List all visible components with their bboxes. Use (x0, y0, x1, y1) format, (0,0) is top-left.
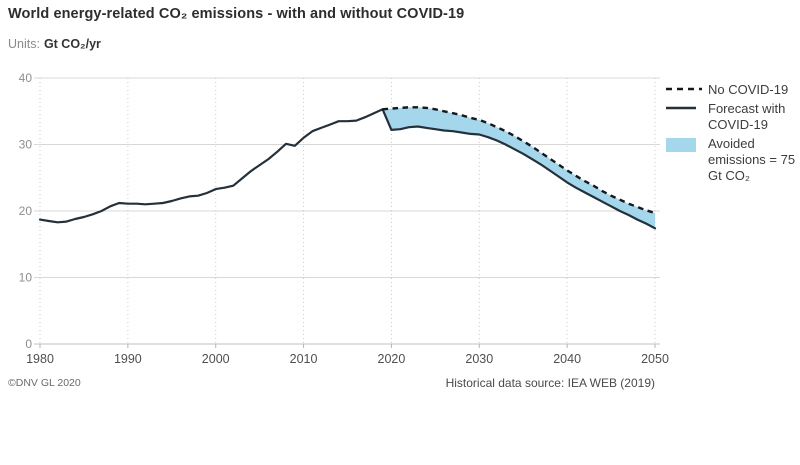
legend-label-avoided: Avoided emissions = 75 Gt CO₂ (708, 136, 796, 183)
legend-label-forecast: Forecast with COVID-19 (708, 101, 786, 132)
legend-item-avoided: Avoided emissions = 75 Gt CO₂ (666, 136, 798, 184)
avoided-emissions-area (382, 107, 655, 229)
x-tick-label: 2020 (378, 352, 406, 366)
solid-line-swatch (666, 101, 702, 110)
y-tick-label: 0 (25, 337, 32, 351)
chart-title: World energy-related CO₂ emissions - wit… (8, 6, 465, 22)
y-tick-label: 30 (19, 138, 33, 152)
legend-item-no-covid: No COVID-19 (666, 82, 798, 98)
x-tick-label: 2040 (553, 352, 581, 366)
x-tick-label: 1990 (114, 352, 142, 366)
legend-item-forecast: Forecast with COVID-19 (666, 101, 798, 133)
data-source-text: Historical data source: IEA WEB (2019) (445, 376, 655, 390)
y-tick-label: 40 (19, 71, 33, 85)
dashed-line-swatch (666, 82, 702, 91)
x-tick-label: 2030 (465, 352, 493, 366)
x-tick-label: 2010 (290, 352, 318, 366)
y-tick-label: 10 (19, 271, 33, 285)
legend-label-no-covid: No COVID-19 (708, 82, 789, 97)
x-tick-label: 2050 (641, 352, 669, 366)
x-tick-label: 2000 (202, 352, 230, 366)
units-label: Units: (8, 37, 40, 51)
forecast-with-covid-line (38, 108, 657, 230)
copyright-text: ©DNV GL 2020 (8, 377, 81, 389)
no-covid-line (382, 106, 656, 215)
y-tick-label: 20 (19, 204, 33, 218)
legend: No COVID-19 Forecast with COVID-19 Avoid… (666, 82, 798, 187)
x-tick-label: 1980 (26, 352, 54, 366)
units-value: Gt CO₂/yr (43, 37, 101, 51)
units-line: Units: Gt CO₂/yr (8, 37, 101, 51)
avoided-area-swatch (666, 136, 702, 152)
